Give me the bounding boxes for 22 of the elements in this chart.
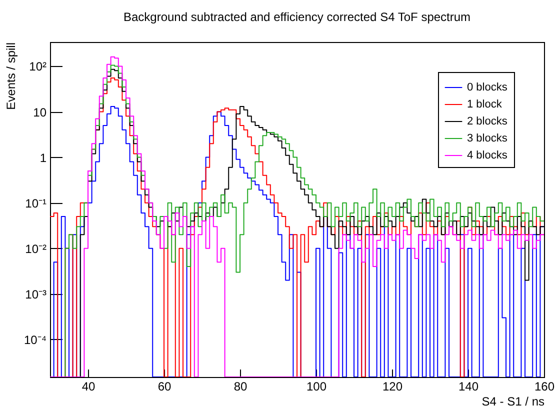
x-tick-label: 120: [382, 380, 403, 394]
x-tick-label: 60: [158, 380, 172, 394]
chart-title: Background subtracted and efficiency corrected S4 ToF spectrum: [123, 10, 471, 24]
y-tick-label: 10⁻³: [25, 287, 47, 302]
x-tick-label: 140: [458, 380, 479, 394]
y-tick-label: 1: [40, 150, 47, 165]
legend-label: 0 blocks: [467, 82, 508, 94]
y-tick-label: 10⁻¹: [25, 196, 47, 210]
y-tick-label: 10²: [29, 60, 47, 74]
x-tick-label: 80: [234, 380, 248, 394]
y-axis-title: Events / spill: [4, 42, 18, 110]
x-tick-label: 100: [306, 380, 327, 394]
legend-label: 2 blocks: [467, 116, 508, 128]
legend-label: 3 blocks: [467, 132, 508, 144]
legend-label: 1 block: [467, 98, 502, 110]
y-tick-label: 10⁻²: [25, 242, 47, 256]
x-tick-label: 40: [82, 380, 96, 394]
y-tick-label: 10⁻⁴: [24, 332, 46, 347]
x-axis-title: S4 - S1 / ns: [482, 394, 544, 408]
legend-label: 4 blocks: [467, 150, 508, 162]
x-tick-label: 160: [534, 380, 555, 394]
y-tick-label: 10: [33, 105, 47, 120]
